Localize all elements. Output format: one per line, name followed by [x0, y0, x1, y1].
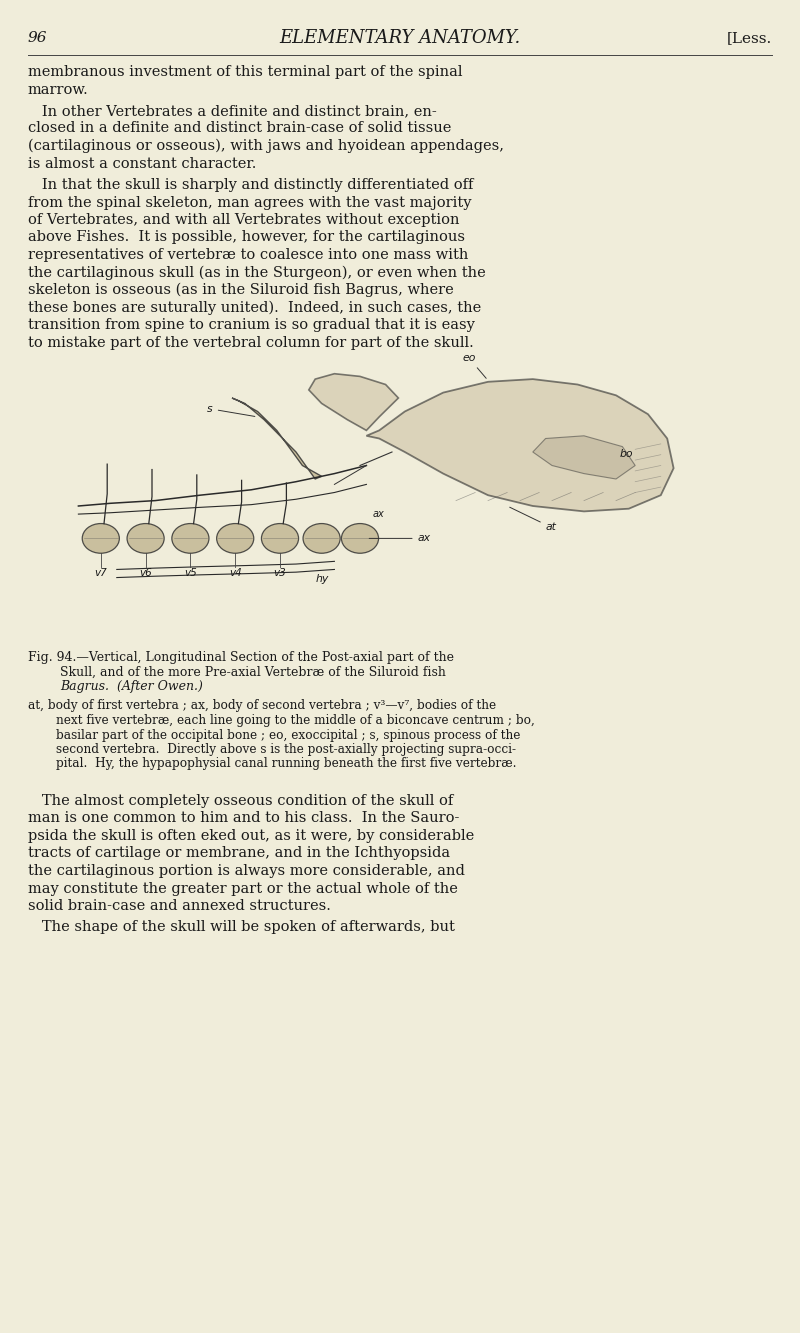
Polygon shape [533, 436, 635, 479]
Text: hy: hy [315, 573, 329, 584]
Text: these bones are suturally united).  Indeed, in such cases, the: these bones are suturally united). Indee… [28, 300, 482, 315]
Text: representatives of vertebræ to coalesce into one mass with: representatives of vertebræ to coalesce … [28, 248, 468, 263]
Text: [Less.: [Less. [726, 31, 772, 45]
Text: bo: bo [619, 449, 633, 460]
Text: v5: v5 [184, 568, 197, 579]
Text: marrow.: marrow. [28, 83, 89, 96]
Ellipse shape [82, 524, 119, 553]
Text: v3: v3 [274, 568, 286, 579]
Text: The almost completely osseous condition of the skull of: The almost completely osseous condition … [28, 794, 454, 808]
Text: of Vertebrates, and with all Vertebrates without exception: of Vertebrates, and with all Vertebrates… [28, 213, 459, 227]
Text: v7: v7 [94, 568, 107, 579]
Text: next five vertebræ, each line going to the middle of a biconcave centrum ; bo,: next five vertebræ, each line going to t… [56, 714, 535, 726]
Text: eo: eo [462, 353, 486, 379]
Text: tracts of cartilage or membrane, and in the Ichthyopsida: tracts of cartilage or membrane, and in … [28, 846, 450, 861]
Text: v6: v6 [139, 568, 152, 579]
Text: ax: ax [369, 533, 430, 544]
Text: to mistake part of the vertebral column for part of the skull.: to mistake part of the vertebral column … [28, 336, 474, 349]
Ellipse shape [217, 524, 254, 553]
Text: transition from spine to cranium is so gradual that it is easy: transition from spine to cranium is so g… [28, 319, 475, 332]
Text: Bagrus.  (After Owen.): Bagrus. (After Owen.) [60, 680, 203, 693]
Text: man is one common to him and to his class.  In the Sauro-: man is one common to him and to his clas… [28, 812, 459, 825]
Text: v4: v4 [229, 568, 242, 579]
Text: 96: 96 [28, 31, 47, 45]
Text: at: at [510, 508, 557, 532]
Ellipse shape [303, 524, 340, 553]
Text: The shape of the skull will be spoken of afterwards, but: The shape of the skull will be spoken of… [28, 921, 455, 934]
Text: Fig. 94.—Vertical, Longitudinal Section of the Post-axial part of the: Fig. 94.—Vertical, Longitudinal Section … [28, 651, 454, 664]
Text: ax: ax [373, 509, 385, 519]
Text: is almost a constant character.: is almost a constant character. [28, 156, 256, 171]
Text: Skull, and of the more Pre-axial Vertebræ of the Siluroid fish: Skull, and of the more Pre-axial Vertebr… [60, 665, 446, 678]
Text: In other Vertebrates a definite and distinct brain, en-: In other Vertebrates a definite and dist… [28, 104, 437, 119]
Text: from the spinal skeleton, man agrees with the vast majority: from the spinal skeleton, man agrees wit… [28, 196, 471, 209]
Text: the cartilaginous portion is always more considerable, and: the cartilaginous portion is always more… [28, 864, 465, 878]
Text: the cartilaginous skull (as in the Sturgeon), or even when the: the cartilaginous skull (as in the Sturg… [28, 265, 486, 280]
Text: psida the skull is often eked out, as it were, by considerable: psida the skull is often eked out, as it… [28, 829, 474, 842]
Text: s: s [207, 404, 255, 416]
Text: basilar part of the occipital bone ; eo, exoccipital ; s, spinous process of the: basilar part of the occipital bone ; eo,… [56, 729, 520, 741]
Ellipse shape [262, 524, 298, 553]
Polygon shape [366, 379, 674, 512]
Text: pital.  Hy, the hypapophysial canal running beneath the first five vertebræ.: pital. Hy, the hypapophysial canal runni… [56, 757, 517, 770]
Text: In that the skull is sharply and distinctly differentiated off: In that the skull is sharply and distinc… [28, 179, 474, 192]
Ellipse shape [172, 524, 209, 553]
Text: above Fishes.  It is possible, however, for the cartilaginous: above Fishes. It is possible, however, f… [28, 231, 465, 244]
Polygon shape [309, 373, 398, 431]
Text: second vertebra.  Directly above s is the post-axially projecting supra-occi-: second vertebra. Directly above s is the… [56, 742, 516, 756]
Ellipse shape [342, 524, 378, 553]
Polygon shape [232, 399, 322, 479]
Text: solid brain-case and annexed structures.: solid brain-case and annexed structures. [28, 898, 331, 913]
Text: closed in a definite and distinct brain-case of solid tissue: closed in a definite and distinct brain-… [28, 121, 451, 136]
Ellipse shape [127, 524, 164, 553]
Text: (cartilaginous or osseous), with jaws and hyoidean appendages,: (cartilaginous or osseous), with jaws an… [28, 139, 504, 153]
Text: ELEMENTARY ANATOMY.: ELEMENTARY ANATOMY. [279, 29, 521, 47]
Text: membranous investment of this terminal part of the spinal: membranous investment of this terminal p… [28, 65, 462, 79]
Text: skeleton is osseous (as in the Siluroid fish Bagrus, where: skeleton is osseous (as in the Siluroid … [28, 283, 454, 297]
Text: may constitute the greater part or the actual whole of the: may constitute the greater part or the a… [28, 881, 458, 896]
Text: at, body of first vertebra ; ax, body of second vertebra ; v³—v⁷, bodies of the: at, body of first vertebra ; ax, body of… [28, 700, 496, 713]
